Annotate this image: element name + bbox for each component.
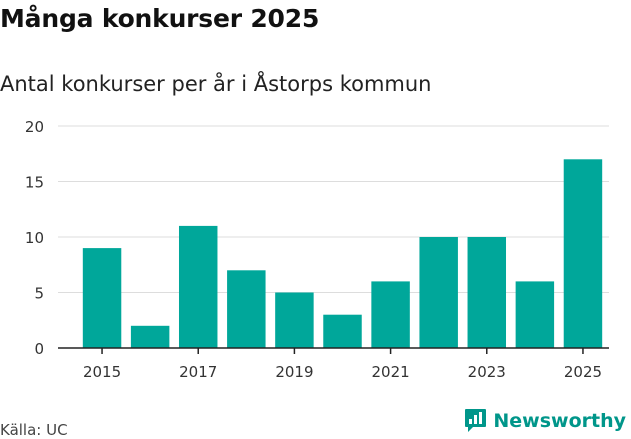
newsworthy-logo: Newsworthy bbox=[464, 408, 626, 433]
source-label: Källa: UC bbox=[0, 421, 68, 439]
bar-2019 bbox=[275, 292, 314, 348]
bar-2020 bbox=[323, 314, 362, 348]
x-tick-label-2017: 2017 bbox=[179, 363, 217, 381]
x-tick-label-2015: 2015 bbox=[83, 363, 121, 381]
y-tick-label-5: 5 bbox=[34, 285, 44, 303]
y-tick-label-10: 10 bbox=[25, 229, 44, 247]
y-tick-label-20: 20 bbox=[25, 118, 44, 136]
newsworthy-logo-icon bbox=[465, 409, 487, 432]
y-tick-label-0: 0 bbox=[34, 340, 44, 358]
bar-2018 bbox=[227, 270, 266, 348]
bar-2023 bbox=[467, 237, 507, 348]
bar-2016 bbox=[130, 325, 170, 348]
brand-name: Newsworthy bbox=[493, 409, 626, 432]
bar-2024 bbox=[515, 281, 555, 348]
x-tick-label-2021: 2021 bbox=[371, 363, 409, 381]
x-tick-label-2023: 2023 bbox=[468, 363, 506, 381]
bar-2022 bbox=[419, 237, 458, 348]
bar-2021 bbox=[371, 281, 410, 348]
chart-subtitle: Antal konkurser per år i Åstorps kommun bbox=[0, 72, 432, 96]
x-tick-label-2019: 2019 bbox=[275, 363, 313, 381]
bar-2017 bbox=[178, 225, 218, 348]
bar-2015 bbox=[82, 248, 122, 348]
bar-2025 bbox=[563, 159, 603, 348]
y-tick-label-15: 15 bbox=[25, 174, 44, 192]
x-tick-label-2025: 2025 bbox=[564, 363, 602, 381]
chart-title: Många konkurser 2025 bbox=[0, 4, 320, 33]
